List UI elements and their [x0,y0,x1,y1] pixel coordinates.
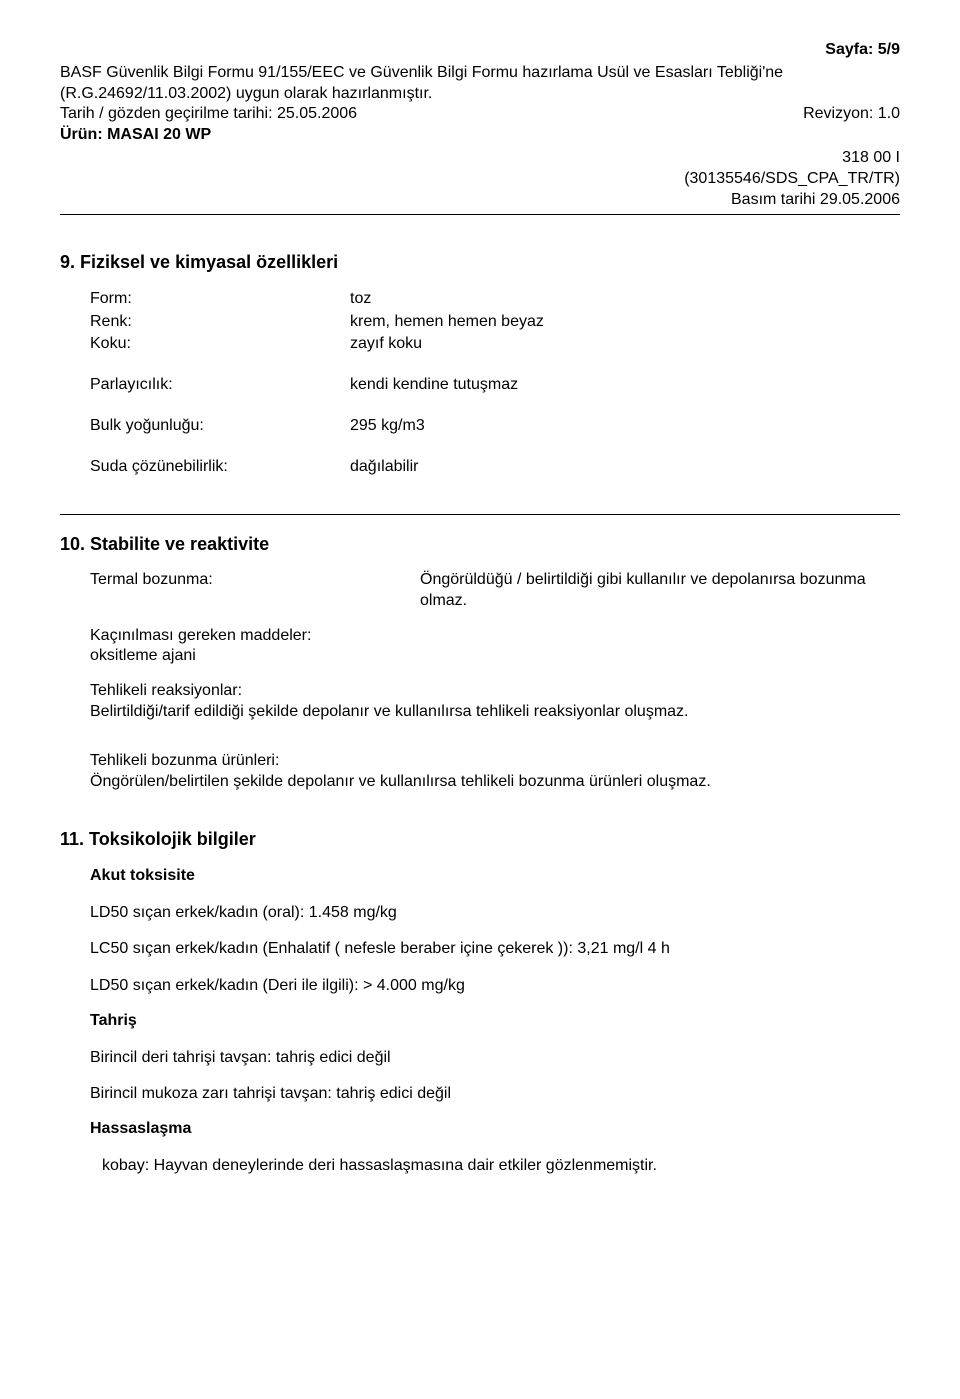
hazardous-decomp-block: Tehlikeli bozunma ürünleri: Öngörülen/be… [90,751,900,793]
irritation-mucosa: Birincil mukoza zarı tahrişi tavşan: tah… [90,1084,900,1105]
hazardous-reactions-block: Tehlikeli reaksiyonlar: Belirtildiği/tar… [90,681,900,723]
ld50-dermal: LD50 sıçan erkek/kadın (Deri ile ilgili)… [90,976,900,997]
solubility-value: dağılabilir [350,457,900,478]
hazardous-decomp-label: Tehlikeli bozunma ürünleri: [90,751,900,772]
kv-row: Form: toz [90,289,900,310]
kv-row: Renk: krem, hemen hemen beyaz [90,312,900,333]
sensitization-text: kobay: Hayvan deneylerinde deri hassasla… [102,1156,900,1177]
doc-code: 318 00 I [60,148,900,169]
page: Sayfa: 5/9 BASF Güvenlik Bilgi Formu 91/… [0,0,960,1399]
review-date: Tarih / gözden geçirilme tarihi: 25.05.2… [60,104,357,125]
flammability-value: kendi kendine tutuşmaz [350,375,900,396]
hazardous-reactions-label: Tehlikeli reaksiyonlar: [90,681,900,702]
revision: Revizyon: 1.0 [803,104,900,125]
odor-label: Koku: [90,334,350,355]
header-date-row: Tarih / gözden geçirilme tarihi: 25.05.2… [60,104,900,125]
avoid-substances-value: oksitleme ajani [90,646,900,667]
section-11-body: Akut toksisite LD50 sıçan erkek/kadın (o… [90,866,900,1177]
lc50-inhalation: LC50 sıçan erkek/kadın (Enhalatif ( nefe… [90,939,900,960]
bulk-density-label: Bulk yoğunluğu: [90,416,350,437]
kv-row: Bulk yoğunluğu: 295 kg/m3 [90,416,900,437]
section-9-properties: Form: toz Renk: krem, hemen hemen beyaz … [90,289,900,478]
page-stamp: Sayfa: 5/9 [60,40,900,61]
thermal-decomp-row: Termal bozunma: Öngörüldüğü / belirtildi… [90,570,900,612]
form-label: Form: [90,289,350,310]
header-separator [60,214,900,215]
product-name: Ürün: MASAI 20 WP [60,125,900,146]
hazardous-reactions-value: Belirtildiği/tarif edildiği şekilde depo… [90,702,900,723]
hazardous-decomp-value: Öngörülen/belirtilen şekilde depolanır v… [90,772,900,793]
doc-id-block: 318 00 I (30135546/SDS_CPA_TR/TR) Basım … [60,148,900,210]
form-value: toz [350,289,900,310]
kv-row: Koku: zayıf koku [90,334,900,355]
solubility-label: Suda çözünebilirlik: [90,457,350,478]
acute-toxicity-title: Akut toksisite [90,866,900,887]
irritation-title: Tahriş [90,1011,900,1032]
header-block: BASF Güvenlik Bilgi Formu 91/155/EEC ve … [60,63,900,146]
thermal-decomp-value: Öngörüldüğü / belirtildiği gibi kullanıl… [420,570,900,612]
odor-value: zayıf koku [350,334,900,355]
section-separator [60,514,900,515]
irritation-skin: Birincil deri tahrişi tavşan: tahriş edi… [90,1048,900,1069]
ld50-oral: LD50 sıçan erkek/kadın (oral): 1.458 mg/… [90,903,900,924]
section-11-title: 11. Toksikolojik bilgiler [60,828,900,851]
section-10-title: 10. Stabilite ve reaktivite [60,533,900,556]
sensitization-title: Hassaslaşma [90,1119,900,1140]
kv-row: Parlayıcılık: kendi kendine tutuşmaz [90,375,900,396]
flammability-label: Parlayıcılık: [90,375,350,396]
color-label: Renk: [90,312,350,333]
avoid-substances-label: Kaçınılması gereken maddeler: [90,626,900,647]
kv-row: Suda çözünebilirlik: dağılabilir [90,457,900,478]
print-date: Basım tarihi 29.05.2006 [60,190,900,211]
bulk-density-value: 295 kg/m3 [350,416,900,437]
header-line-2: (R.G.24692/11.03.2002) uygun olarak hazı… [60,84,900,105]
section-9-title: 9. Fiziksel ve kimyasal özellikleri [60,251,900,274]
avoid-substances-block: Kaçınılması gereken maddeler: oksitleme … [90,626,900,668]
color-value: krem, hemen hemen beyaz [350,312,900,333]
header-line-1: BASF Güvenlik Bilgi Formu 91/155/EEC ve … [60,63,900,84]
thermal-decomp-label: Termal bozunma: [90,570,420,612]
doc-ref: (30135546/SDS_CPA_TR/TR) [60,169,900,190]
